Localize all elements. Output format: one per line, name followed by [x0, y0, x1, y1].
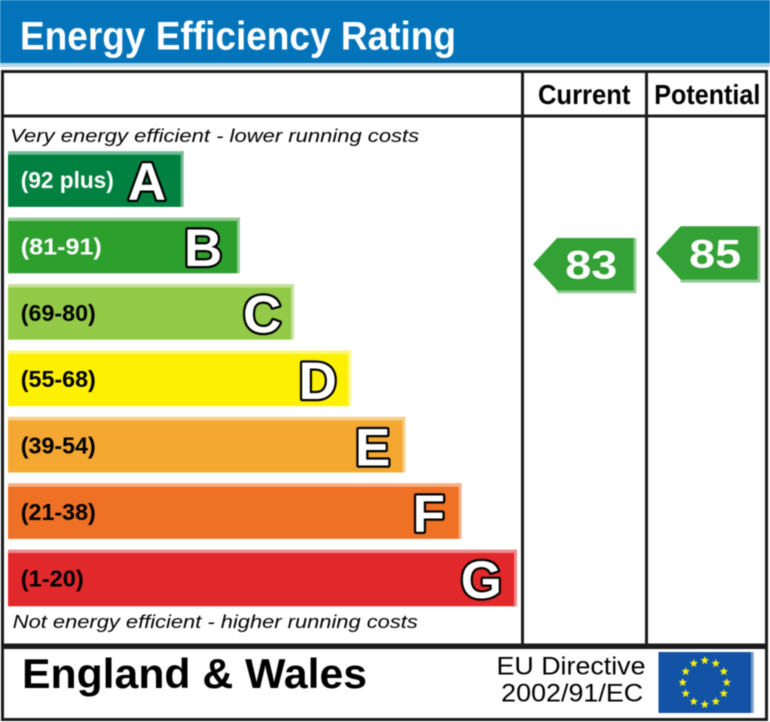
svg-text:85: 85	[689, 232, 741, 276]
svg-text:83: 83	[565, 244, 617, 288]
svg-text:Energy Efficiency Rating: Energy Efficiency Rating	[20, 15, 456, 59]
svg-text:(39-54): (39-54)	[21, 433, 96, 459]
svg-text:A: A	[128, 153, 166, 212]
svg-text:2002/91/EC: 2002/91/EC	[501, 680, 643, 708]
svg-text:EU Directive: EU Directive	[497, 653, 646, 681]
svg-text:Very energy efficient - lower: Very energy efficient - lower running co…	[10, 125, 419, 146]
svg-text:(69-80): (69-80)	[21, 300, 96, 326]
svg-text:E: E	[355, 418, 390, 477]
svg-text:(21-38): (21-38)	[21, 499, 96, 525]
svg-text:(81-91): (81-91)	[21, 233, 102, 259]
svg-text:G: G	[461, 551, 502, 610]
svg-text:Potential: Potential	[654, 79, 760, 110]
svg-text:(55-68): (55-68)	[21, 366, 96, 392]
svg-text:Current: Current	[538, 79, 631, 110]
svg-text:England & Wales: England & Wales	[22, 650, 367, 697]
svg-text:C: C	[243, 286, 281, 345]
svg-text:Not energy efficient - higher: Not energy efficient - higher running co…	[13, 611, 418, 632]
svg-text:D: D	[299, 352, 337, 411]
svg-text:B: B	[184, 219, 222, 278]
svg-text:(1-20): (1-20)	[21, 565, 84, 591]
svg-text:F: F	[413, 485, 445, 544]
svg-text:(92 plus): (92 plus)	[21, 167, 114, 193]
